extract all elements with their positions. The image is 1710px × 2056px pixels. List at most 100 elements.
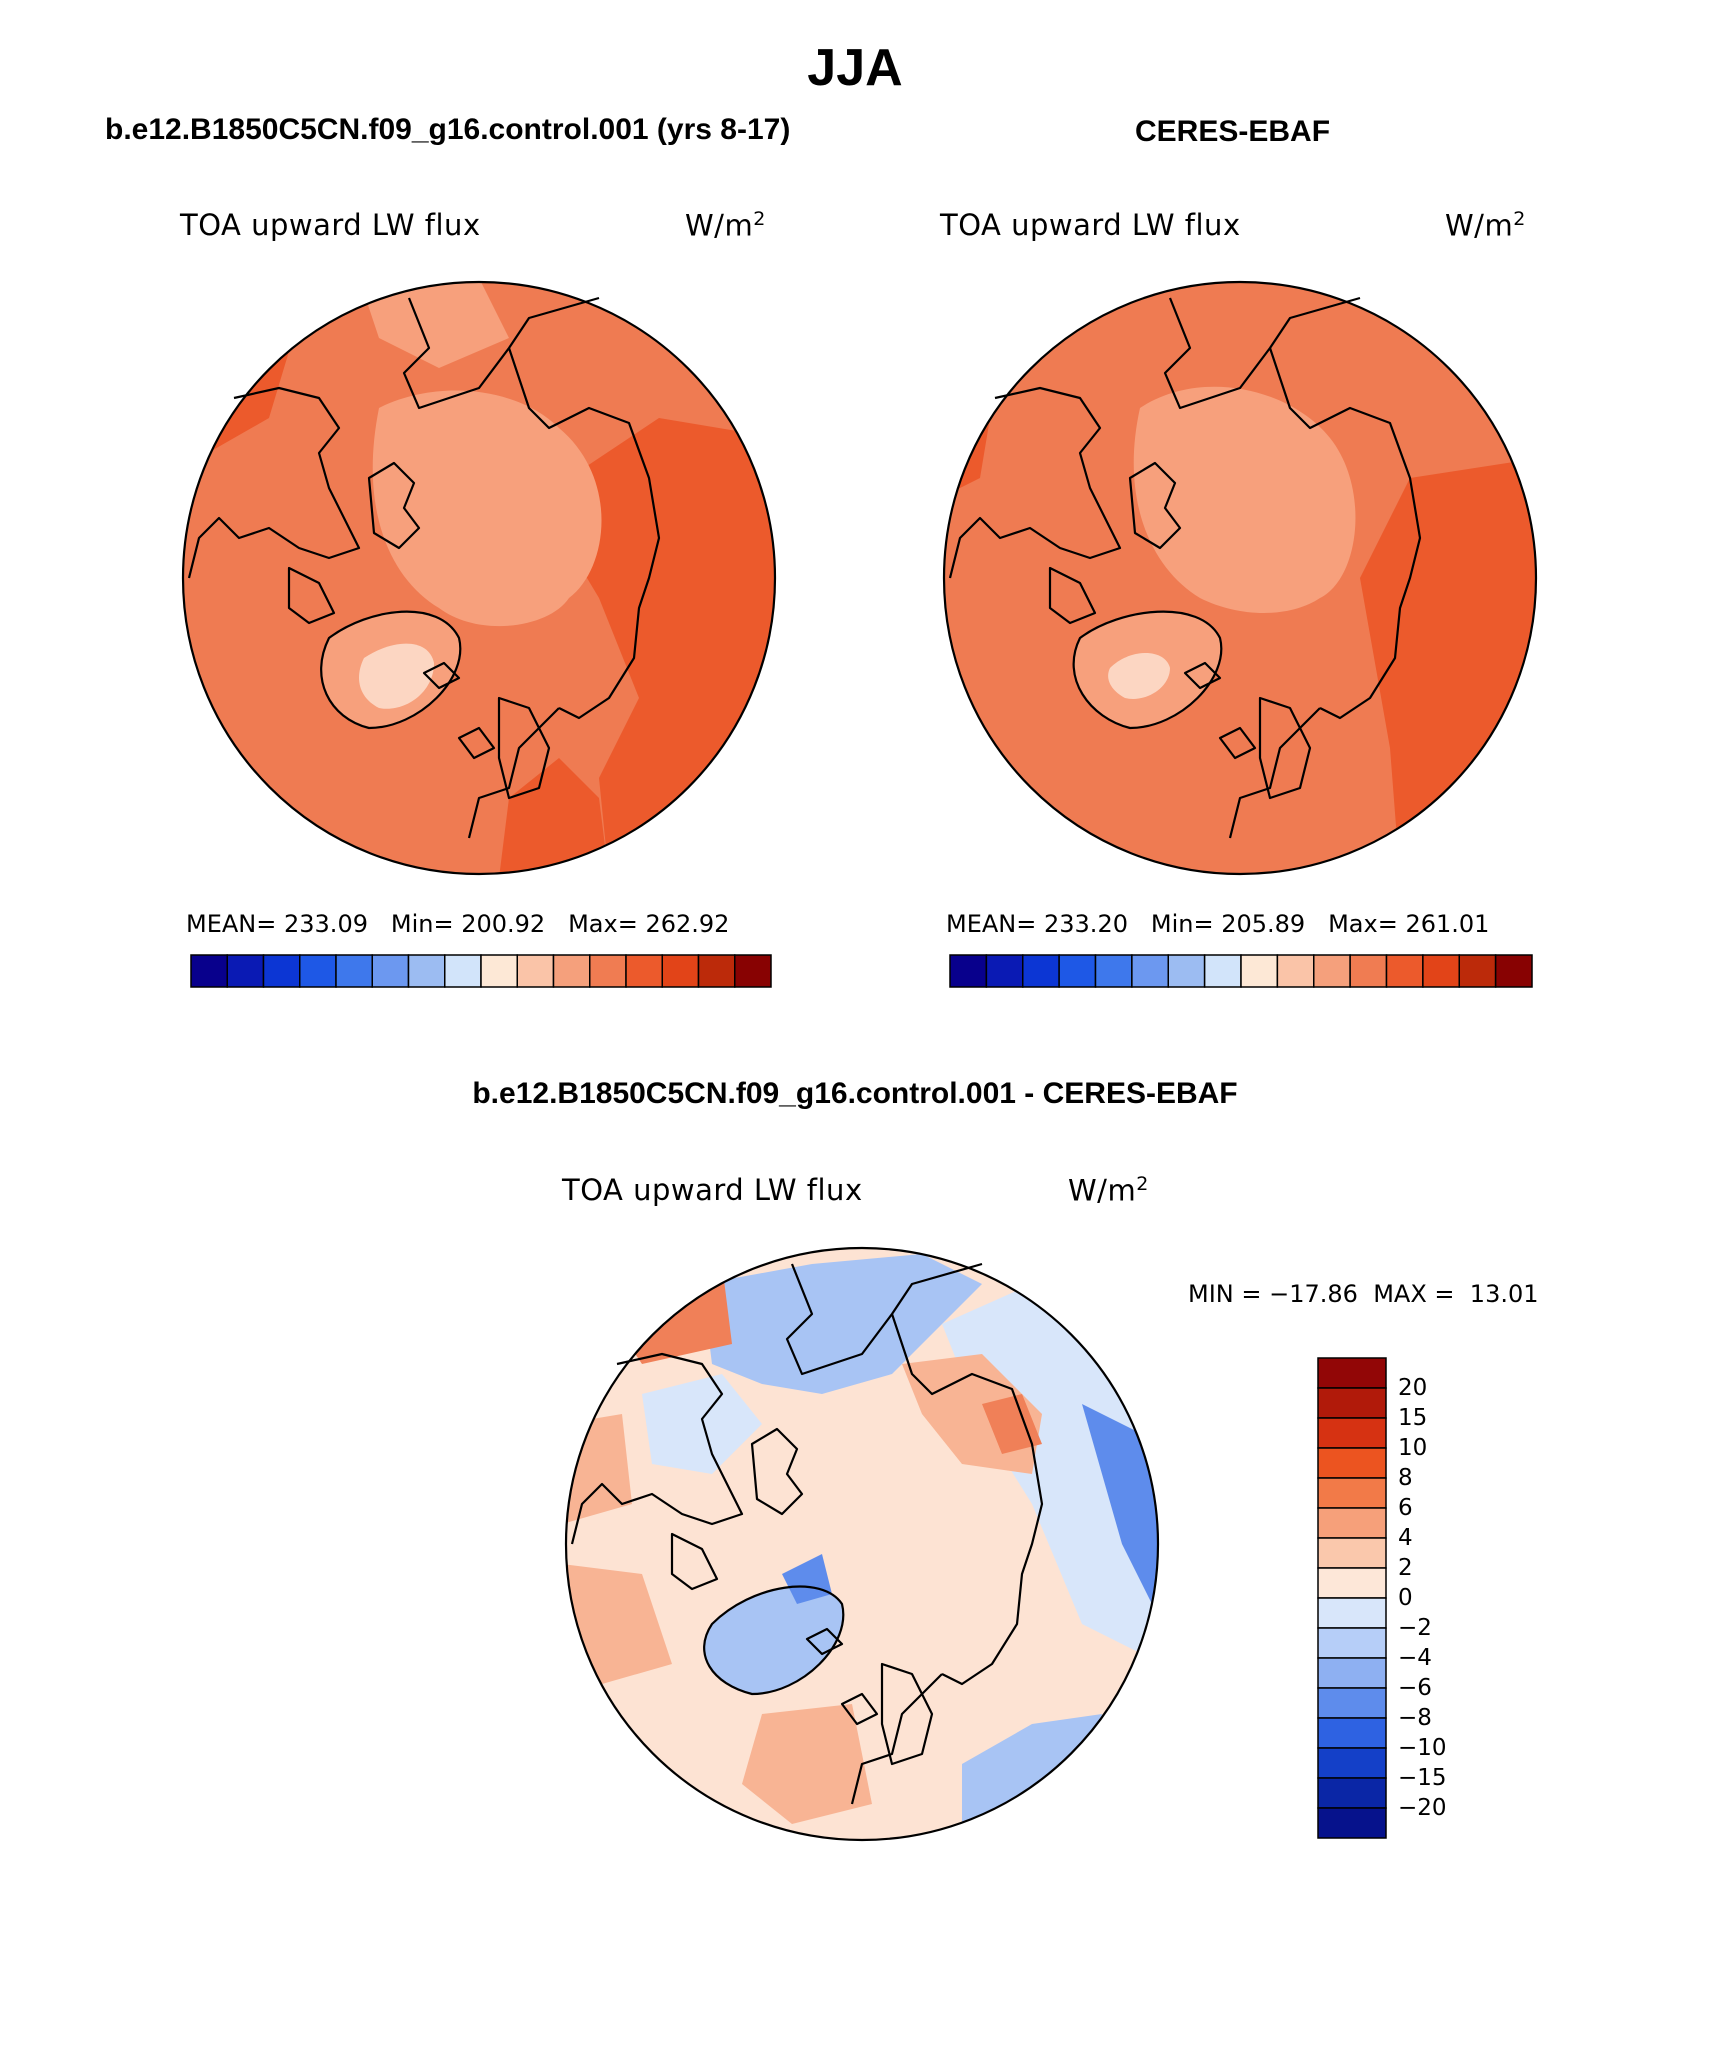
- colorbar-tick-label: −6: [1398, 1675, 1432, 1701]
- figure-title: JJA: [807, 39, 903, 97]
- model-polar-map: [181, 280, 777, 876]
- obs-field-arctic-ocean: [1133, 386, 1356, 613]
- colorbar-swatch: [1317, 1357, 1387, 1389]
- colorbar-swatch: [1385, 954, 1424, 988]
- diff-coastlines: [570, 1262, 1044, 1805]
- colorbar-swatch: [1317, 1627, 1387, 1659]
- colorbar-tick-label: 0: [1398, 1585, 1413, 1611]
- colorbar-swatch: [190, 954, 228, 988]
- colorbar-tick-label: 6: [1398, 1495, 1413, 1521]
- colorbar-swatch: [697, 954, 736, 988]
- diff-polar-map: [564, 1246, 1160, 1842]
- model-field-high-south: [499, 758, 609, 874]
- colorbar-swatch: [1317, 1537, 1387, 1569]
- colorbar-swatch: [1494, 954, 1533, 988]
- colorbar-swatch: [949, 954, 988, 988]
- model-field-pacific-low: [359, 282, 509, 368]
- diff-field-neg-west: [642, 1374, 762, 1474]
- colorbar-swatch: [661, 954, 700, 988]
- colorbar-tick-label: −8: [1398, 1705, 1432, 1731]
- colorbar-tick-label: −10: [1398, 1735, 1447, 1761]
- colorbar-swatch: [262, 954, 301, 988]
- obs-stats: MEAN= 233.20 Min= 205.89 Max= 261.01: [946, 910, 1490, 938]
- colorbar-tick-label: 20: [1398, 1375, 1428, 1401]
- colorbar-swatch: [226, 954, 265, 988]
- model-colorbar-ticks: [191, 993, 771, 1023]
- colorbar-swatch: [1458, 954, 1497, 988]
- model-map-border: [181, 280, 777, 876]
- colorbar-swatch: [1317, 1477, 1387, 1509]
- diff-field-neg-pacific: [702, 1254, 982, 1394]
- diff-panel-title: b.e12.B1850C5CN.f09_g16.control.001 - CE…: [472, 1077, 1238, 1110]
- colorbar-swatch: [552, 954, 591, 988]
- colorbar-swatch: [1317, 1777, 1387, 1809]
- model-stats: MEAN= 233.09 Min= 200.92 Max= 262.92: [186, 910, 730, 938]
- diff-units-label: W/m2: [1068, 1173, 1149, 1208]
- colorbar-swatch: [625, 954, 663, 988]
- obs-field-greenland-core: [1108, 653, 1170, 699]
- colorbar-swatch: [1317, 1447, 1387, 1479]
- obs-panel-title: CERES-EBAF: [1135, 115, 1331, 148]
- diff-field-pos-south: [742, 1704, 872, 1824]
- colorbar-swatch: [480, 954, 518, 988]
- colorbar-swatch: [1317, 1657, 1387, 1689]
- colorbar-tick-label: 2: [1398, 1555, 1413, 1581]
- colorbar-swatch: [1203, 954, 1242, 988]
- model-field-greenland-core: [359, 643, 434, 709]
- colorbar-swatch: [444, 954, 482, 988]
- diff-field-neg-greenland: [704, 1586, 844, 1694]
- model-panel-title: b.e12.B1850C5CN.f09_g16.control.001 (yrs…: [105, 113, 791, 146]
- colorbar-swatch: [1276, 954, 1315, 988]
- diff-map-border: [564, 1246, 1160, 1842]
- colorbar-swatch: [1131, 954, 1170, 988]
- colorbar-tick-label: −4: [1398, 1645, 1432, 1671]
- colorbar-tick-label: 4: [1398, 1525, 1413, 1551]
- colorbar-swatch: [1317, 1387, 1387, 1419]
- colorbar-tick-label: −15: [1398, 1765, 1447, 1791]
- diff-colorbar-ticks: 20 15 10 8 6 4 2 0 −2 −4 −6 −8 −10 −15 −20: [1398, 1358, 1478, 1838]
- colorbar-tick-label: −2: [1398, 1615, 1432, 1641]
- colorbar-swatch: [516, 954, 555, 988]
- diff-field-neg-east-strong: [1082, 1404, 1158, 1624]
- colorbar-swatch: [1058, 954, 1097, 988]
- obs-map-border: [942, 280, 1538, 876]
- colorbar-tick-label: 15: [1398, 1405, 1428, 1431]
- colorbar-swatch: [734, 954, 772, 988]
- model-field-arctic-ocean: [372, 390, 602, 627]
- obs-colorbar-ticks: [950, 993, 1532, 1023]
- model-colorbar: [190, 954, 772, 988]
- diff-field-pos-siberia-core: [982, 1394, 1042, 1454]
- model-variable-label: TOA upward LW flux: [180, 208, 481, 242]
- obs-variable-label: TOA upward LW flux: [940, 208, 1241, 242]
- colorbar-swatch: [1167, 954, 1206, 988]
- diff-stats: MIN = −17.86 MAX = 13.01: [1188, 1280, 1539, 1308]
- colorbar-swatch: [407, 954, 446, 988]
- obs-units-label: W/m2: [1445, 208, 1526, 243]
- colorbar-swatch: [1317, 1417, 1387, 1449]
- model-units-label: W/m2: [685, 208, 766, 243]
- colorbar-swatch: [1317, 1597, 1387, 1629]
- colorbar-swatch: [1349, 954, 1388, 988]
- colorbar-swatch: [1317, 1807, 1387, 1839]
- colorbar-swatch: [1422, 954, 1461, 988]
- colorbar-swatch: [589, 954, 627, 988]
- colorbar-swatch: [1317, 1507, 1387, 1539]
- diff-field-pos-southwest: [566, 1564, 672, 1684]
- colorbar-swatch: [1313, 954, 1351, 988]
- diff-variable-label: TOA upward LW flux: [562, 1173, 863, 1207]
- colorbar-swatch: [1317, 1747, 1387, 1779]
- colorbar-swatch: [1094, 954, 1133, 988]
- colorbar-swatch: [1240, 954, 1279, 988]
- colorbar-swatch: [1317, 1717, 1387, 1749]
- colorbar-swatch: [985, 954, 1024, 988]
- colorbar-swatch: [335, 954, 373, 988]
- diff-colorbar: [1317, 1357, 1387, 1839]
- colorbar-tick-label: −20: [1398, 1795, 1447, 1821]
- colorbar-swatch: [371, 954, 410, 988]
- diff-field-neg-greenland-core: [782, 1554, 832, 1604]
- colorbar-swatch: [1022, 954, 1060, 988]
- colorbar-swatch: [1317, 1687, 1387, 1719]
- colorbar-tick-label: 8: [1398, 1465, 1413, 1491]
- colorbar-swatch: [1317, 1567, 1387, 1599]
- model-coastlines: [187, 296, 661, 839]
